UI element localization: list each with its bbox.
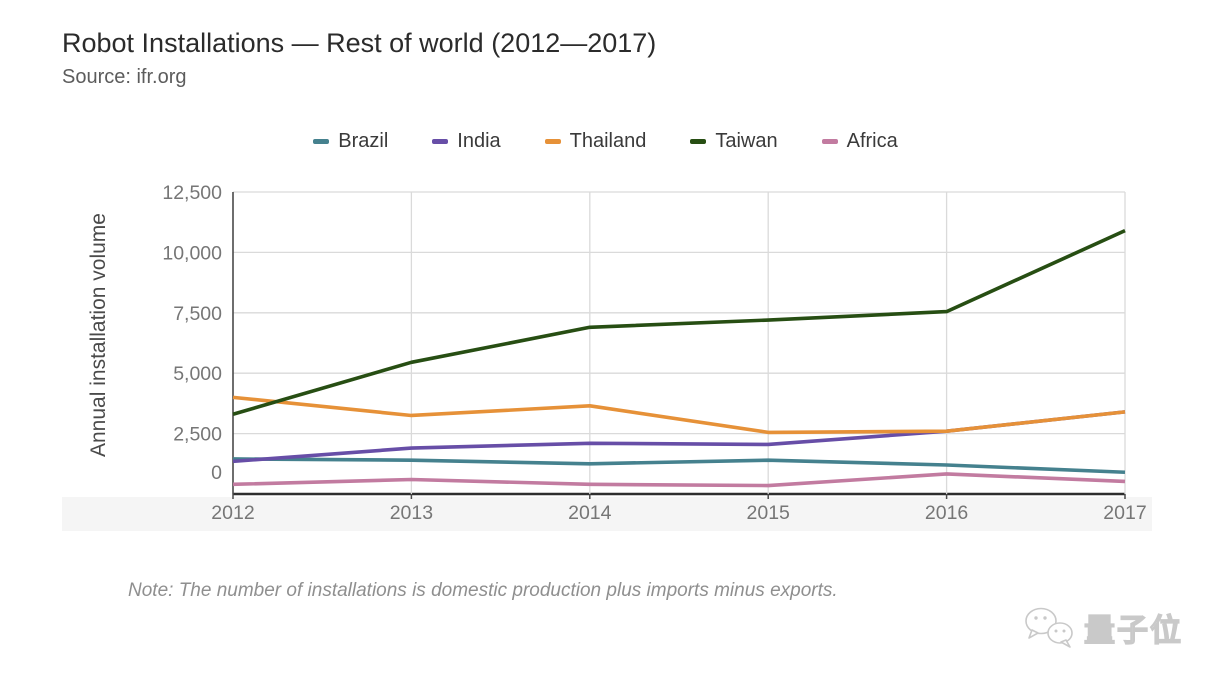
legend-label: Taiwan (715, 130, 778, 152)
legend-swatch-india (432, 139, 449, 144)
legend-item-africa: Africa (821, 130, 898, 153)
legend-label: India (457, 130, 501, 152)
legend-swatch-taiwan (690, 139, 707, 144)
watermark-text: 量子位 (1083, 612, 1183, 648)
legend-item-india: India (432, 130, 501, 153)
y-tick-label: 12,500 (162, 182, 222, 204)
x-label-band (62, 497, 1152, 531)
legend-label: Thailand (569, 130, 647, 152)
legend-item-thailand: Thailand (544, 130, 647, 153)
y-tick-label: 0 (211, 462, 222, 484)
y-tick-label: 10,000 (162, 242, 222, 264)
wechat-icon (1025, 607, 1073, 648)
x-tick-label: 2014 (568, 502, 612, 524)
legend-item-taiwan: Taiwan (690, 130, 778, 153)
x-tick-label: 2016 (925, 502, 968, 524)
legend-swatch-brazil (313, 139, 330, 144)
footnote: Note: The number of installations is dom… (128, 580, 838, 601)
legend-swatch-africa (821, 139, 838, 144)
legend-label: Africa (846, 130, 898, 152)
legend-swatch-thailand (544, 139, 561, 144)
x-tick-label: 2017 (1103, 502, 1146, 524)
y-tick-label: 7,500 (173, 303, 222, 325)
series-line-africa (232, 472, 1126, 488)
watermark: 量子位 (1020, 604, 1183, 650)
legend: Brazil India Thailand Taiwan Africa (0, 130, 1211, 153)
y-tick-label: 5,000 (173, 363, 222, 385)
series-line-thailand (232, 395, 1126, 435)
chart-source: Source: ifr.org (62, 66, 187, 88)
x-tick-label: 2012 (211, 502, 254, 524)
y-tick-label: 2,500 (173, 424, 222, 446)
x-tick-label: 2015 (747, 502, 791, 524)
legend-item-brazil: Brazil (313, 130, 388, 153)
x-tick-label: 2013 (390, 502, 433, 524)
series-line-taiwan (232, 229, 1126, 417)
series-line-brazil (232, 457, 1126, 475)
chart-title: Robot Installations — Rest of world (201… (62, 28, 657, 58)
legend-label: Brazil (338, 130, 389, 152)
